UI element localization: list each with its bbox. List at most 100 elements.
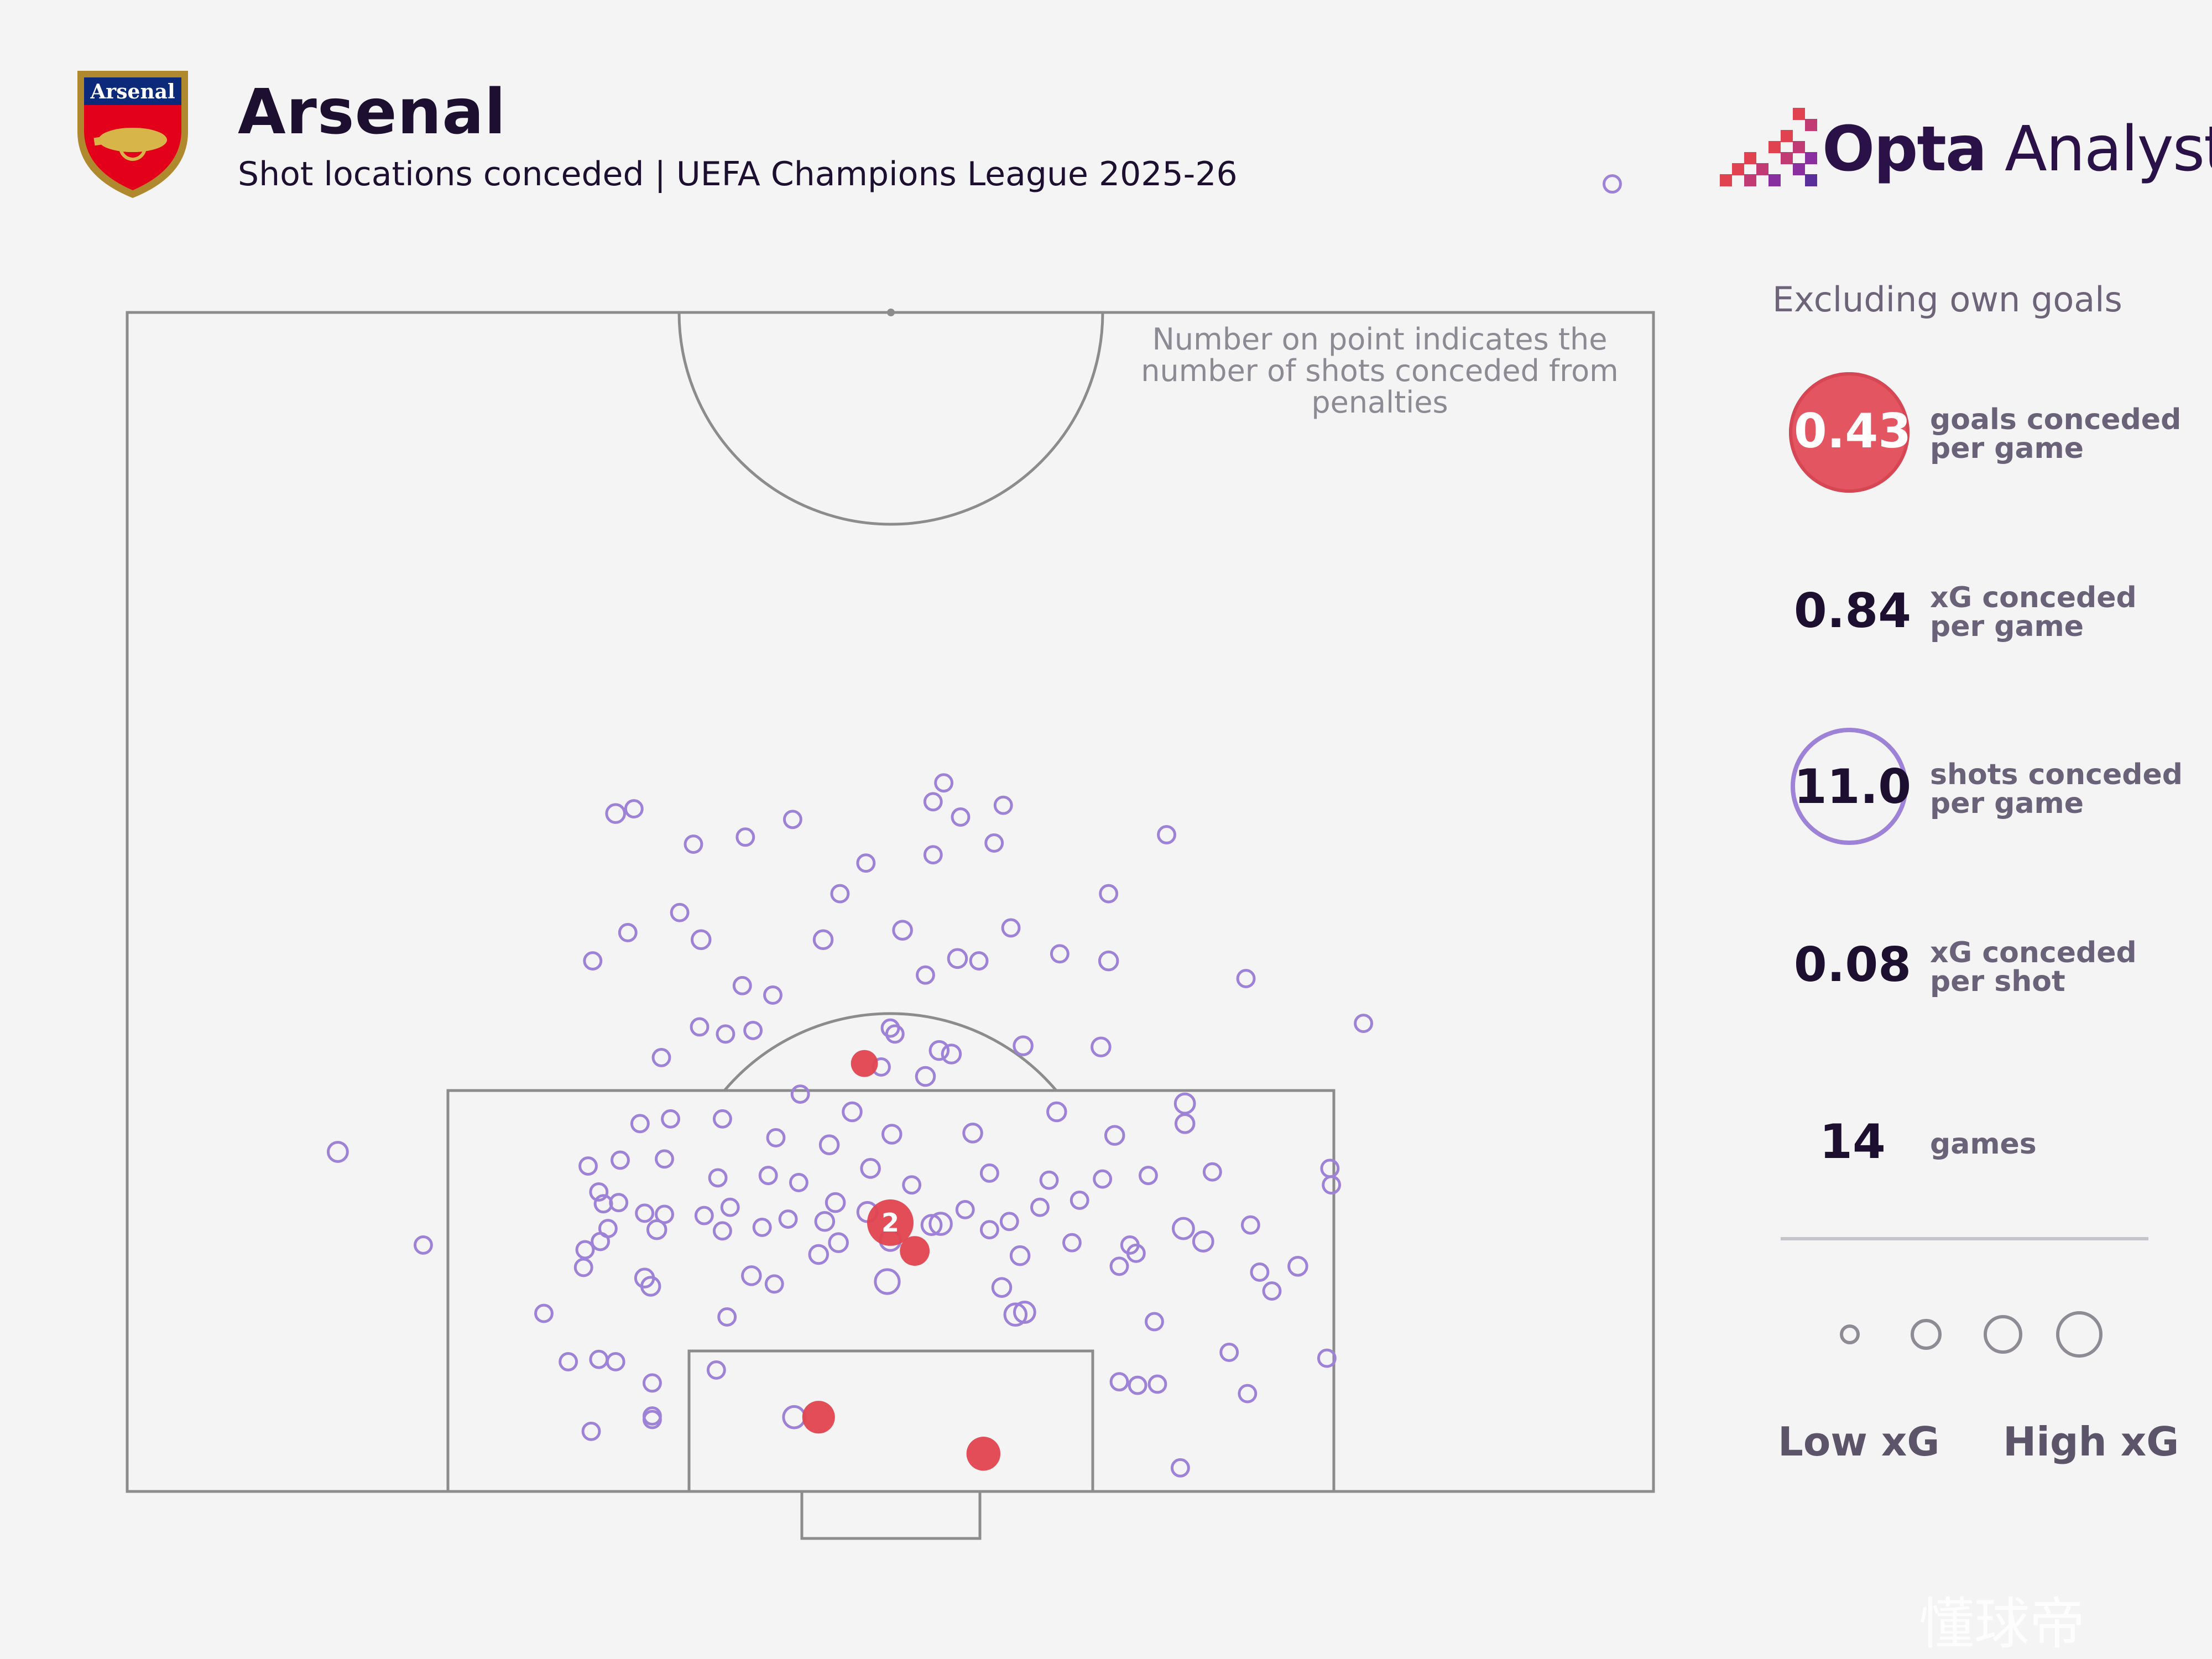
shot-marker (1287, 1256, 1308, 1277)
legend-low-label: Low xG (1778, 1418, 1940, 1465)
legend-size-medium-low (1911, 1319, 1942, 1350)
shot-marker (991, 1277, 1013, 1298)
shot-marker (1128, 1375, 1147, 1395)
shot-marker (684, 834, 703, 854)
shot-marker (955, 1200, 975, 1219)
shots-bubble (1791, 728, 1908, 845)
shot-marker (1236, 969, 1256, 989)
shot-marker (581, 1421, 601, 1441)
shot-marker (1322, 1175, 1342, 1195)
shot-marker (606, 1352, 625, 1371)
shot-marker (1070, 1190, 1089, 1210)
shot-marker (591, 1232, 611, 1251)
shot-marker (1173, 1092, 1196, 1115)
shot-marker (923, 792, 943, 812)
shot-marker (766, 1128, 786, 1147)
shot-marker (778, 1209, 798, 1229)
shot-marker (1603, 174, 1622, 194)
shot-marker (790, 1084, 810, 1104)
xg-size-legend (1840, 1311, 2103, 1358)
goal-marker (802, 1401, 835, 1434)
shot-marker (712, 1109, 732, 1129)
shot-marker (812, 929, 834, 950)
shot-marker (670, 902, 690, 922)
shot-marker (573, 1258, 593, 1277)
shot-marker (1093, 1169, 1113, 1189)
shot-marker (874, 1268, 901, 1295)
shot-marker (828, 1232, 849, 1253)
shot-marker (1192, 1230, 1214, 1253)
shot-marker (782, 810, 802, 830)
shot-marker (1109, 1372, 1129, 1392)
shot-marker (881, 1124, 902, 1145)
shot-marker (993, 795, 1013, 815)
centre-circle (677, 312, 1104, 526)
xg-per-game-label: xG conceded per game (1930, 581, 2137, 643)
shot-marker (1354, 1014, 1374, 1034)
shot-marker (635, 1203, 655, 1223)
shot-marker (708, 1168, 728, 1188)
shot-marker (646, 1219, 667, 1240)
shot-marker (1109, 1256, 1129, 1276)
legend-size-high (2056, 1311, 2103, 1358)
shot-marker (818, 1134, 840, 1155)
opta-analyst-wordmark: Opta Analyst (1822, 113, 2212, 185)
shot-marker (984, 833, 1004, 853)
shot-marker (583, 951, 603, 971)
shot-marker (1174, 1113, 1196, 1134)
shot-marker (534, 1303, 554, 1323)
games-value: 14 (1819, 1114, 1886, 1170)
shot-marker (414, 1235, 433, 1255)
sidebar-divider (1781, 1237, 2148, 1240)
legend-size-low (1840, 1324, 1860, 1344)
goal-marker (867, 1199, 914, 1246)
shot-marker (764, 1274, 784, 1294)
legend-size-medium-high (1984, 1315, 2022, 1354)
shots-layer (326, 174, 1622, 1478)
shot-marker (916, 965, 935, 985)
shot-marker (694, 1206, 714, 1225)
shot-marker (643, 1373, 662, 1393)
shot-marker (830, 884, 850, 904)
shot-marker (1046, 1101, 1067, 1123)
exclusion-note: Excluding own goals (1772, 279, 2122, 320)
shot-marker (934, 773, 954, 793)
shot-marker (712, 1221, 732, 1241)
shots-per-game-value: 11.0 (1793, 759, 1912, 815)
shot-marker (1009, 1245, 1031, 1266)
goals-per-game-label: goals conceded per game (1930, 403, 2182, 465)
shot-marker (1091, 1036, 1112, 1058)
shot-marker (655, 1204, 674, 1224)
shot-marker (979, 1220, 999, 1240)
penalty-arc (723, 1012, 1057, 1092)
shot-marker (578, 1156, 598, 1176)
shot-marker (789, 1172, 808, 1192)
shot-marker (1219, 1342, 1239, 1362)
xg-per-shot-value: 0.08 (1793, 937, 1912, 993)
shot-marker (624, 799, 644, 819)
shots-per-game-label: shots conceded per game (1930, 758, 2183, 820)
shot-marker (589, 1349, 609, 1369)
shot-marker (842, 1101, 863, 1123)
page-title: Arsenal (238, 76, 507, 148)
shot-marker (1098, 950, 1119, 972)
shot-marker (1170, 1458, 1190, 1478)
shot-marker (1013, 1035, 1034, 1056)
shot-marker (661, 1109, 680, 1129)
shot-marker (1050, 944, 1070, 964)
page-subtitle: Shot locations conceded | UEFA Champions… (238, 155, 1238, 194)
shot-marker (1147, 1374, 1167, 1394)
arsenal-crest-icon: Arsenal (77, 71, 188, 198)
shot-marker (741, 1265, 762, 1286)
shot-marker (1250, 1262, 1270, 1282)
pitch-markings (126, 311, 1655, 1540)
shot-marker (814, 1211, 836, 1232)
shot-marker (969, 951, 989, 971)
shot-marker (1320, 1159, 1340, 1178)
shot-marker (743, 1020, 763, 1040)
shot-marker (1003, 1302, 1028, 1327)
half-pitch: 2 (126, 174, 1655, 1540)
shot-marker (880, 1018, 900, 1038)
shot-marker (706, 1360, 726, 1380)
shot-marker (1240, 1215, 1260, 1235)
